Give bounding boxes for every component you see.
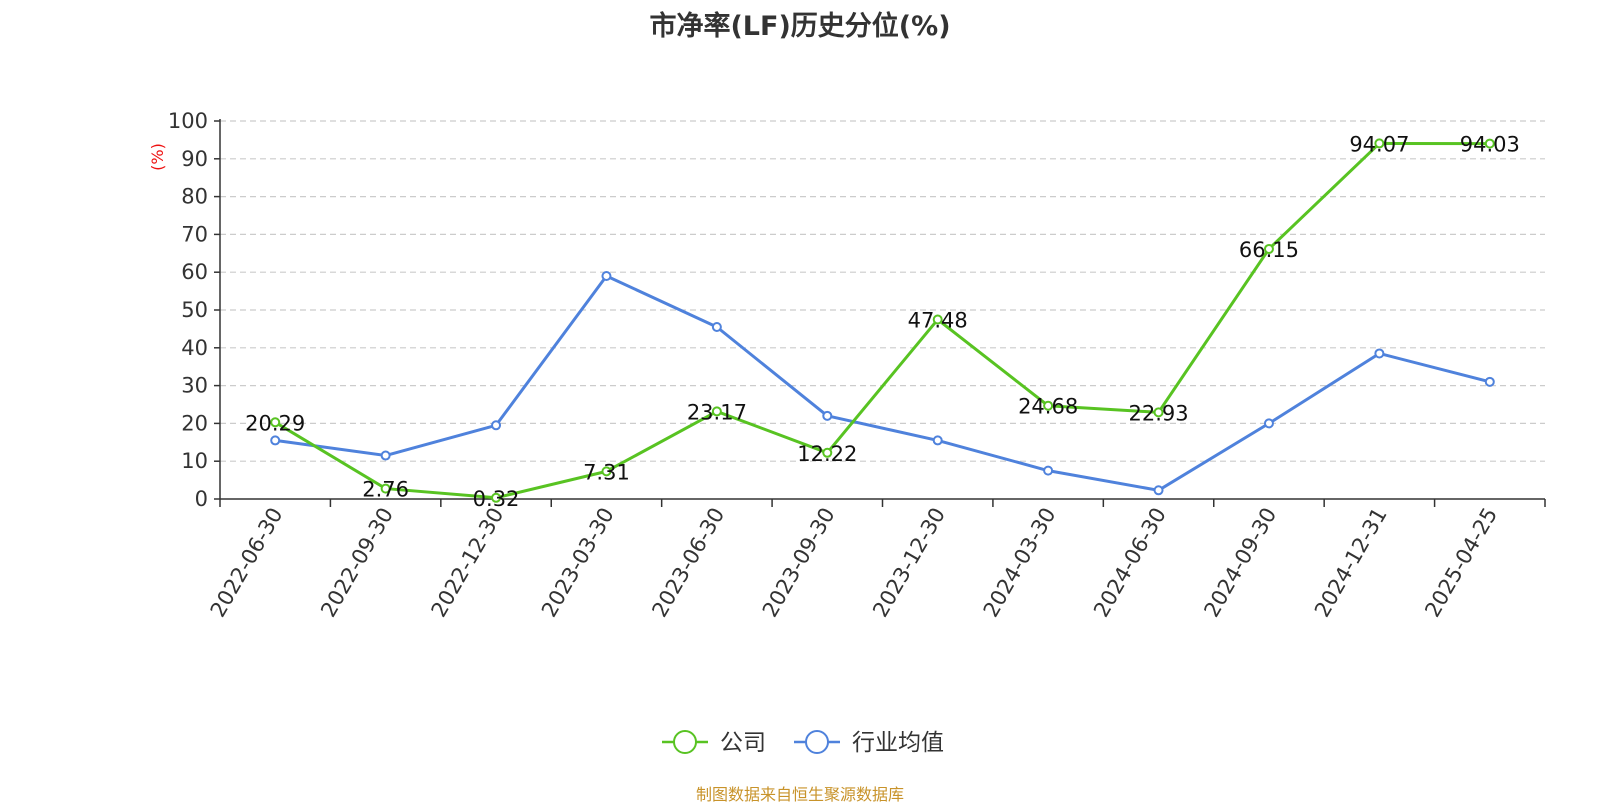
data-point (711, 322, 722, 333)
data-point (270, 417, 281, 428)
data-point (1153, 407, 1164, 418)
x-tick-label: 2022-09-30 (316, 504, 398, 622)
data-label: 22.93 (1128, 401, 1188, 425)
y-axis-label: (%) (148, 143, 167, 171)
y-tick-label: 90 (181, 147, 208, 171)
data-labels: 20.29 2.76 0.32 7.31 23.17 12.22 47.48 24.68 22.… (245, 132, 1520, 510)
legend-marker-icon (805, 730, 829, 754)
x-tick-label: 2024-03-30 (979, 504, 1061, 622)
legend-label: 公司 (720, 730, 766, 756)
series-line (274, 141, 1490, 500)
data-point (1374, 138, 1385, 149)
data-point (1263, 418, 1274, 429)
x-tick-label: 2025-04-25 (1420, 504, 1502, 622)
data-point (822, 447, 833, 458)
series-lines (270, 138, 1495, 503)
data-point (601, 270, 612, 281)
source-note: 制图数据来自恒生聚源数据库 (695, 785, 904, 804)
y-tick-label: 70 (181, 222, 208, 246)
y-tick-label: 10 (181, 449, 208, 473)
data-label: 24.68 (1018, 395, 1078, 419)
data-label: 7.31 (583, 460, 630, 484)
x-tick-label: 2024-12-31 (1310, 504, 1392, 622)
data-point (601, 466, 612, 477)
legend-marker-icon (673, 730, 697, 754)
data-label: 94.03 (1460, 133, 1520, 157)
data-point (932, 314, 943, 325)
data-point (380, 483, 391, 494)
data-label: 66.15 (1239, 238, 1299, 262)
y-tick-label: 30 (181, 374, 208, 398)
data-point (1043, 465, 1054, 476)
data-point (270, 435, 281, 446)
data-point (1484, 138, 1495, 149)
x-tick-label: 2023-12-30 (868, 504, 950, 622)
y-tick-label: 100 (168, 109, 208, 133)
x-tick-label: 2022-12-30 (427, 504, 509, 622)
y-tick-label: 0 (195, 487, 208, 511)
data-point (932, 435, 943, 446)
data-point (1484, 376, 1495, 387)
y-tick-label: 20 (181, 411, 208, 435)
y-tick-label: 60 (181, 260, 208, 284)
data-point (822, 410, 833, 421)
data-label: 23.17 (687, 400, 747, 424)
data-label: 47.48 (908, 309, 968, 333)
legend[interactable]: 公司 行业均值 (662, 730, 944, 756)
x-tick-label: 2023-06-30 (647, 504, 729, 622)
data-label: 0.32 (473, 487, 520, 511)
data-point (1374, 348, 1385, 359)
data-label: 20.29 (245, 411, 305, 435)
data-label: 2.76 (362, 478, 409, 502)
data-point (1263, 243, 1274, 254)
y-tick-label: 80 (181, 185, 208, 209)
data-label: 94.07 (1349, 132, 1409, 156)
legend-label: 行业均值 (852, 730, 944, 756)
series-line (275, 274, 1491, 492)
data-point (491, 492, 502, 503)
y-tick-label: 40 (181, 336, 208, 360)
x-tick-label: 2024-06-30 (1089, 504, 1171, 622)
x-tick-label: 2022-06-30 (206, 504, 288, 622)
gridlines (220, 120, 1545, 462)
x-tick-label: 2023-03-30 (537, 504, 619, 622)
data-label: 12.22 (797, 442, 857, 466)
data-point (1043, 400, 1054, 411)
data-point (380, 450, 391, 461)
data-point (1153, 485, 1164, 496)
x-tick-label: 2023-09-30 (758, 504, 840, 622)
chart-title: 市净率(LF)历史分位(%) (649, 11, 951, 42)
data-point (711, 406, 722, 417)
data-point (491, 420, 502, 431)
y-tick-label: 50 (181, 298, 208, 322)
x-tick-label: 2024-09-30 (1199, 504, 1281, 622)
